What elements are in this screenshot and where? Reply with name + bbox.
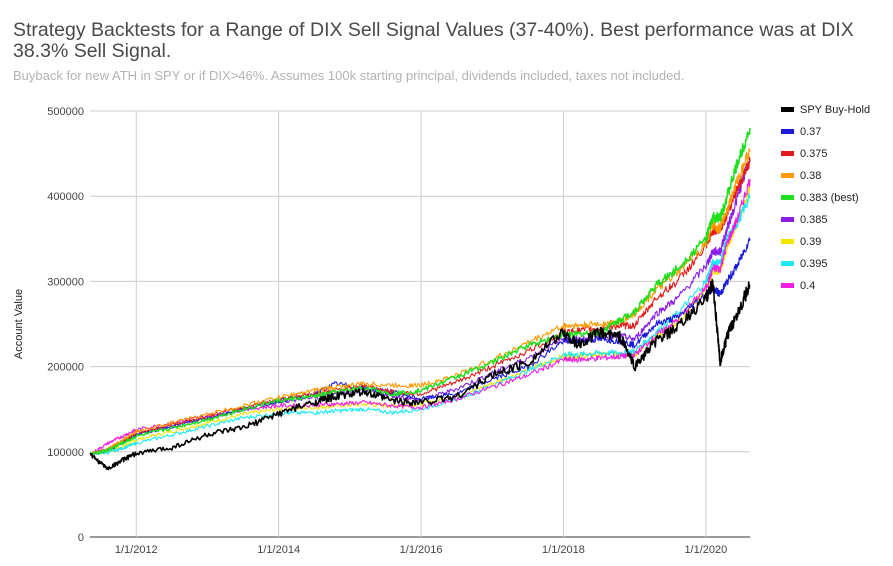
series-line-4	[89, 127, 751, 456]
legend-swatch	[781, 283, 794, 288]
x-tick-label: 1/1/2020	[684, 544, 727, 556]
legend-swatch	[781, 261, 794, 266]
legend: SPY Buy-Hold 0.37 0.375 0.38 0.383 (best) 0.3…	[781, 104, 870, 292]
gridlines	[90, 110, 750, 538]
y-tick-label: 0	[78, 532, 84, 544]
series-line-0	[89, 278, 751, 471]
legend-swatch	[781, 129, 794, 134]
legend-label: 0.383 (best)	[800, 192, 859, 204]
x-tick-label: 1/1/2016	[400, 544, 443, 556]
series-line-2	[89, 156, 751, 456]
series-line-8	[89, 178, 751, 455]
legend-label: 0.4	[800, 280, 815, 292]
y-tick-label: 300000	[47, 276, 84, 288]
legend-swatch	[781, 195, 794, 200]
legend-swatch	[781, 151, 794, 156]
x-tick-label: 1/1/2014	[257, 544, 300, 556]
y-tick-label: 500000	[47, 106, 84, 118]
legend-label: 0.385	[800, 214, 828, 226]
legend-label: 0.38	[800, 170, 821, 182]
legend-swatch	[781, 239, 794, 244]
legend-swatch	[781, 217, 794, 222]
legend-label: 0.39	[800, 236, 821, 248]
y-axis-title: Account Value	[13, 289, 25, 359]
legend-label: 0.375	[800, 148, 828, 160]
chart-subtitle: Buyback for new ATH in SPY or if DIX>46%…	[13, 68, 685, 83]
legend-swatch	[781, 107, 794, 112]
legend-label: SPY Buy-Hold	[800, 104, 870, 116]
y-tick-label: 200000	[47, 362, 84, 374]
legend-swatch	[781, 173, 794, 178]
y-tick-label: 100000	[47, 447, 84, 459]
chart-title: Strategy Backtests for a Range of DIX Se…	[13, 19, 854, 62]
legend-label: 0.37	[800, 126, 821, 138]
y-tick-label: 400000	[47, 191, 84, 203]
x-tick-label: 1/1/2018	[542, 544, 585, 556]
legend-label: 0.395	[800, 258, 828, 270]
series-line-7	[89, 193, 751, 457]
axes: 0 100000 200000 300000 400000 500000 1/1/2012 1…	[13, 106, 727, 556]
x-tick-label: 1/1/2012	[115, 544, 158, 556]
series-lines	[89, 127, 751, 471]
